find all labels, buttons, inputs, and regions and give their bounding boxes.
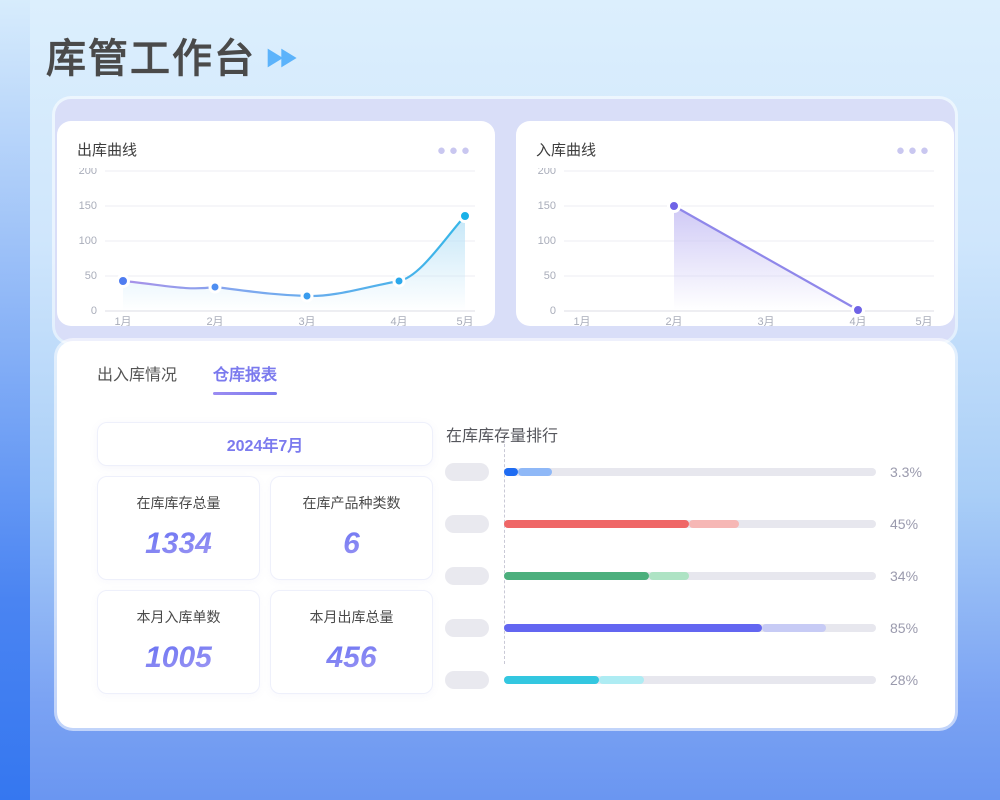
svg-text:1月: 1月 bbox=[114, 316, 131, 326]
svg-text:3月: 3月 bbox=[298, 316, 315, 326]
svg-text:150: 150 bbox=[538, 200, 556, 212]
svg-text:50: 50 bbox=[544, 270, 556, 282]
svg-text:200: 200 bbox=[538, 168, 556, 177]
svg-text:0: 0 bbox=[550, 305, 556, 317]
svg-text:5月: 5月 bbox=[915, 316, 932, 326]
svg-text:4月: 4月 bbox=[849, 316, 866, 326]
svg-text:5月: 5月 bbox=[456, 316, 473, 326]
svg-text:50: 50 bbox=[85, 270, 97, 282]
svg-text:100: 100 bbox=[538, 235, 556, 247]
svg-text:100: 100 bbox=[79, 235, 97, 247]
svg-text:3月: 3月 bbox=[757, 316, 774, 326]
svg-text:2月: 2月 bbox=[206, 316, 223, 326]
svg-text:150: 150 bbox=[79, 200, 97, 212]
svg-text:2月: 2月 bbox=[665, 316, 682, 326]
svg-text:4月: 4月 bbox=[390, 316, 407, 326]
svg-text:1月: 1月 bbox=[573, 316, 590, 326]
svg-text:200: 200 bbox=[79, 168, 97, 177]
svg-text:0: 0 bbox=[91, 305, 97, 317]
